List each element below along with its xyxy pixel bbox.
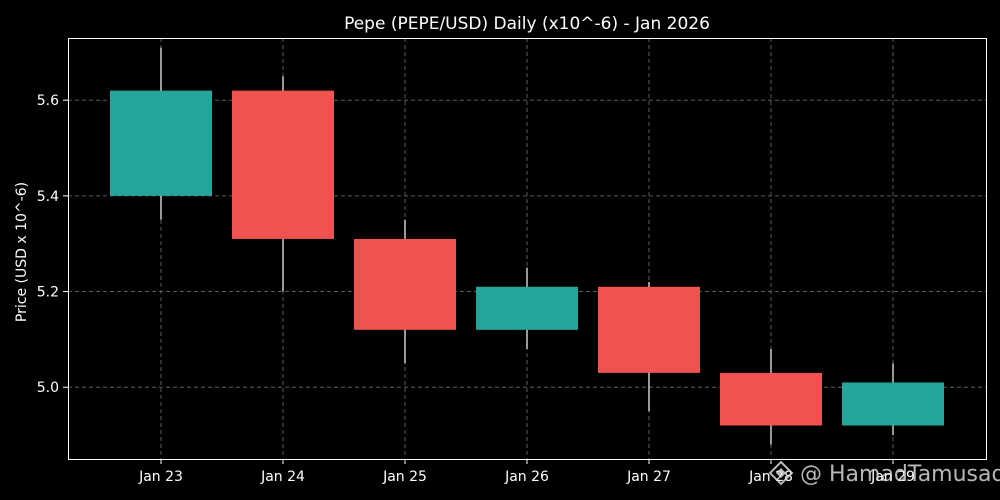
candle-body-up xyxy=(842,382,944,426)
candle-body-down xyxy=(354,238,456,330)
x-tick-label: Jan 27 xyxy=(626,469,671,485)
candle-body-down xyxy=(720,372,822,426)
x-tick-label: Jan 25 xyxy=(382,469,427,485)
y-tick-label: 5.4 xyxy=(37,189,59,205)
x-tick-label: Jan 26 xyxy=(504,469,549,485)
candle-body-down xyxy=(232,90,334,239)
candle-body-up xyxy=(110,90,212,196)
watermark-text: @ HamadTamusadi xyxy=(800,462,1000,487)
y-tick-label: 5.6 xyxy=(37,93,59,109)
candle-body-up xyxy=(476,286,578,330)
y-tick-label: 5.2 xyxy=(37,285,59,301)
y-axis-label: Price (USD x 10^-6) xyxy=(14,182,30,322)
x-tick-label: Jan 23 xyxy=(138,469,183,485)
candle-layer xyxy=(110,47,944,445)
diamond-logo-icon xyxy=(768,460,794,486)
chart-title: Pepe (PEPE/USD) Daily (x10^-6) - Jan 202… xyxy=(344,14,710,34)
candle-body-down xyxy=(598,286,700,373)
x-tick-label: Jan 29 xyxy=(870,469,915,485)
y-tick-label: 5.0 xyxy=(37,380,59,396)
tick-layer: 5.0 5.2 5.4 5.6 Jan 23 Jan 24 Jan 25 Jan 26 Jan … xyxy=(37,93,915,485)
watermark: @ HamadTamusadi xyxy=(768,460,1000,487)
x-tick-label: Jan 24 xyxy=(260,469,305,485)
